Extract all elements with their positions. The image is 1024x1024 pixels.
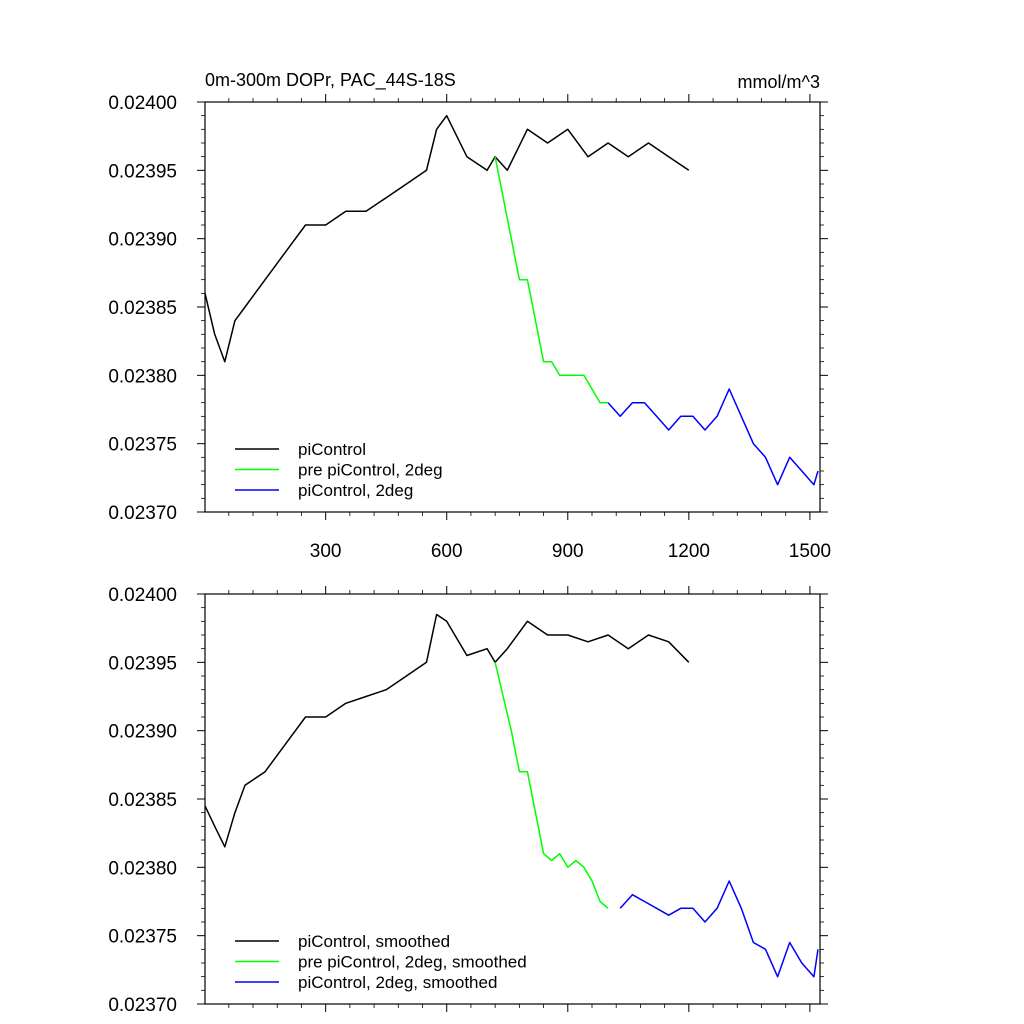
x-tick-label: 300 [310,541,342,562]
y-tick-label: 0.02400 [108,585,177,606]
y-tick-label: 0.02385 [108,298,177,319]
bottom-series-lines [204,613,819,978]
x-tick-label: 1200 [668,541,710,562]
series-line-0 [204,613,690,848]
legend-label-1: pre piControl, 2deg [298,461,443,480]
y-tick-label: 0.02370 [108,995,177,1016]
x-tick-label: 600 [431,541,463,562]
x-tick-label: 1500 [789,541,831,562]
top-series-lines [204,114,819,486]
top-panel: 0m-300m DOPr, PAC_44S-18S mmol/m^3 0.023… [108,70,831,562]
series-line-1 [494,156,609,404]
y-tick-label: 0.02400 [108,93,177,114]
y-tick-label: 0.02380 [108,858,177,879]
y-tick-label: 0.02375 [108,435,177,456]
y-tick-label: 0.02380 [108,366,177,387]
legend-label-2: piControl, 2deg [298,481,413,500]
y-tick-label: 0.02370 [108,503,177,524]
top-units-label: mmol/m^3 [738,72,820,92]
bottom-panel: 0.02370 0.02375 0.02380 0.02385 0.02390 0.023… [108,585,828,1016]
legend-label-2: piControl, 2deg, smoothed [298,973,497,992]
series-line-0 [204,114,690,363]
series-line-1 [494,662,609,909]
y-tick-label: 0.02385 [108,790,177,811]
series-line-2 [619,880,819,978]
bottom-legend: piControl, smoothed pre piControl, 2deg, … [235,932,527,992]
x-tick-label: 900 [552,541,584,562]
top-x-tick-labels: 300 600 900 1200 1500 [310,541,831,562]
y-tick-label: 0.02390 [108,230,177,251]
top-y-tick-labels: 0.02370 0.02375 0.02380 0.02385 0.02390 0.023… [108,93,177,524]
legend-label-0: piControl, smoothed [298,932,450,951]
top-chart-title: 0m-300m DOPr, PAC_44S-18S [205,70,456,91]
legend-label-1: pre piControl, 2deg, smoothed [298,953,527,972]
top-axis-ticks [197,94,828,520]
y-tick-label: 0.02375 [108,927,177,948]
y-tick-label: 0.02395 [108,653,177,674]
bottom-axis-ticks [197,586,828,1012]
legend-label-0: piControl [298,440,366,459]
bottom-y-tick-labels: 0.02370 0.02375 0.02380 0.02385 0.02390 0.023… [108,585,177,1016]
series-line-2 [607,388,819,486]
y-tick-label: 0.02390 [108,722,177,743]
y-tick-label: 0.02395 [108,161,177,182]
